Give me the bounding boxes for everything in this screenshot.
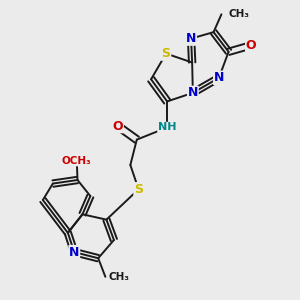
Text: O: O (112, 120, 123, 133)
Text: S: S (134, 183, 143, 196)
Text: N: N (186, 32, 196, 45)
Text: S: S (162, 47, 171, 60)
Text: N: N (69, 246, 80, 259)
Text: NH: NH (158, 122, 176, 133)
Text: CH₃: CH₃ (109, 272, 130, 282)
Text: O: O (246, 39, 256, 52)
Text: OCH₃: OCH₃ (62, 156, 92, 166)
Text: N: N (214, 71, 224, 84)
Text: CH₃: CH₃ (229, 9, 250, 19)
Text: N: N (188, 86, 198, 99)
